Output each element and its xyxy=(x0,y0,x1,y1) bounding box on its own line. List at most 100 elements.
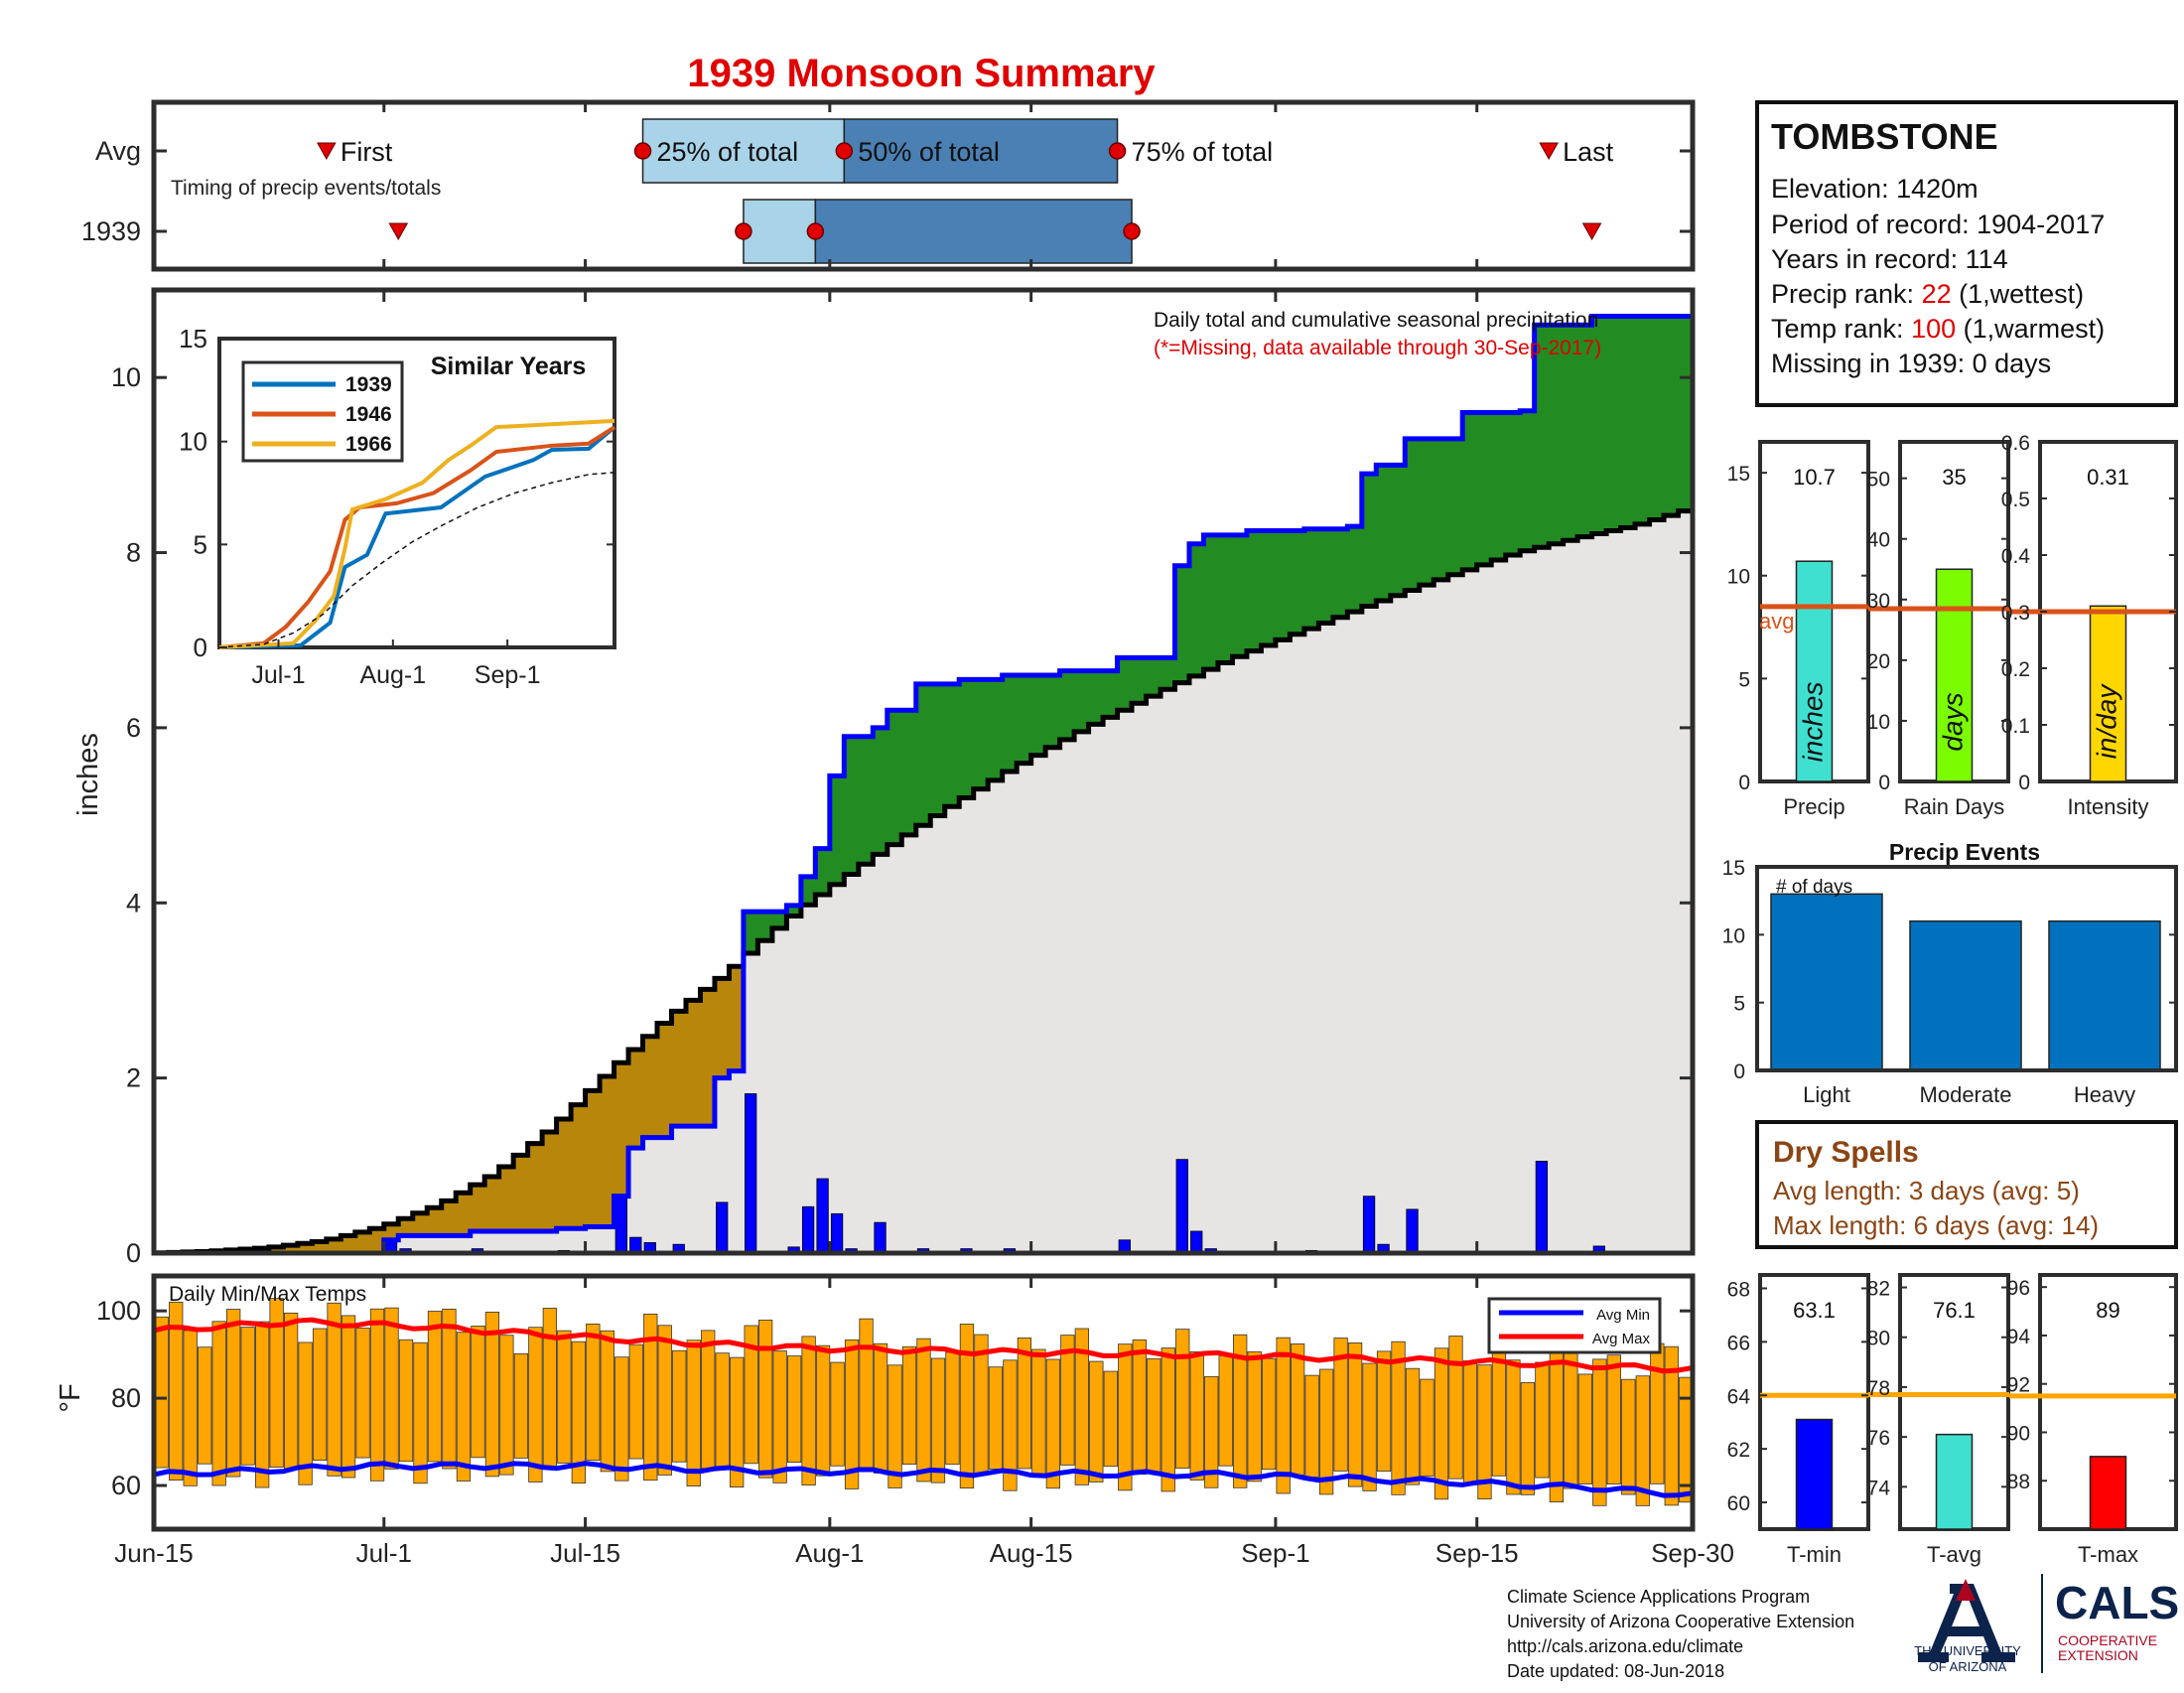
y-tick-label: 0 xyxy=(126,1238,141,1268)
temps-y-tick-label: 60 xyxy=(111,1471,141,1500)
daily-temp-bar xyxy=(1248,1351,1261,1481)
daily-temp-bar xyxy=(1090,1361,1103,1481)
above-average-area xyxy=(1261,531,1276,646)
timing-75-label: 75% of total xyxy=(1132,137,1274,167)
event-category-label: Light xyxy=(1803,1082,1850,1107)
precip-annotation: Daily total and cumulative seasonal prec… xyxy=(1154,309,1598,332)
daily-temp-bar xyxy=(1133,1340,1146,1474)
missing-note: (*=Missing, data available through 30-Se… xyxy=(1154,337,1601,359)
ua-name-line1: THE UNIVERSITY xyxy=(1914,1643,2021,1658)
legend-label-1946: 1946 xyxy=(345,403,392,426)
daily-temp-bar xyxy=(874,1343,887,1473)
above-average-area xyxy=(1045,675,1060,748)
daily-temp-bar xyxy=(514,1353,527,1458)
temp-rank-value: 100 xyxy=(1911,314,1956,344)
legend-avg-min-label: Avg Min xyxy=(1596,1307,1650,1324)
daily-temp-bar xyxy=(1507,1360,1520,1494)
daily-temp-bar xyxy=(716,1353,729,1470)
x-tick-label: Jun-15 xyxy=(114,1538,194,1568)
dry-avg-length: Avg length: 3 days (avg: 5) xyxy=(1773,1176,2080,1205)
daily-temp-bar xyxy=(543,1309,556,1468)
daily-temp-bar xyxy=(443,1309,456,1469)
daily-precip-bar xyxy=(1536,1161,1547,1253)
stat-tick-label-rain-days: 10 xyxy=(1867,711,1890,734)
daily-temp-bar xyxy=(370,1309,383,1481)
daily-temp-bar xyxy=(485,1312,498,1476)
event-category-label: Heavy xyxy=(2074,1082,2135,1107)
below-average-area xyxy=(715,978,730,1077)
daily-temp-bar xyxy=(1018,1338,1030,1469)
daily-temp-bar xyxy=(629,1344,642,1459)
timing-box-25-50 xyxy=(744,200,815,263)
daily-temp-bar xyxy=(284,1313,297,1470)
daily-temp-bar xyxy=(758,1320,771,1478)
daily-temp-bar xyxy=(1622,1379,1635,1494)
above-average-area xyxy=(1333,529,1348,618)
daily-temp-bar xyxy=(1651,1343,1664,1483)
above-average-area xyxy=(1420,439,1434,585)
daily-temp-bar xyxy=(457,1333,470,1481)
x-tick-label: Sep-1 xyxy=(1241,1538,1309,1568)
coop-line1: COOPERATIVE xyxy=(2058,1632,2157,1648)
stat-unit-precip: inches xyxy=(1798,682,1829,763)
above-average-area xyxy=(873,728,887,854)
above-average-area xyxy=(1433,439,1448,580)
above-average-area xyxy=(1232,535,1247,656)
above-average-area xyxy=(1606,316,1621,530)
above-average-area xyxy=(1477,412,1492,564)
daily-temp-bar xyxy=(1449,1337,1462,1480)
above-average-area xyxy=(1664,316,1679,515)
event-bar-heavy xyxy=(2049,921,2160,1070)
above-average-area xyxy=(1247,531,1262,651)
above-average-area xyxy=(859,737,874,865)
daily-temp-bar xyxy=(917,1339,930,1481)
daily-temp-bar xyxy=(1607,1355,1620,1484)
stat-tick-label-precip: 5 xyxy=(1738,668,1750,691)
daily-temp-bar xyxy=(787,1356,800,1463)
ua-name-line2: OF ARIZONA xyxy=(1929,1659,2007,1674)
daily-temp-bar xyxy=(601,1331,614,1472)
daily-temp-bar xyxy=(241,1328,254,1466)
stat-tick-label-rain-days: 0 xyxy=(1878,772,1890,794)
stat-tick-label-rain-days: 50 xyxy=(1867,469,1890,492)
daily-temp-bar xyxy=(1377,1351,1390,1472)
temps-title: Daily Min/Max Temps xyxy=(169,1283,366,1306)
y-tick-label: 4 xyxy=(126,888,141,917)
stat-tick-label-tmin: 60 xyxy=(1727,1492,1750,1515)
daily-temp-bar xyxy=(472,1326,484,1457)
precip-chart: inches Daily total and cumulative season… xyxy=(72,290,1694,1268)
footer-program: Climate Science Applications Program xyxy=(1507,1587,1810,1607)
daily-temp-bar xyxy=(1463,1361,1476,1485)
above-average-area xyxy=(930,684,945,816)
daily-temp-bar xyxy=(989,1367,1002,1470)
cals-logo-text: CALS xyxy=(2055,1577,2179,1628)
below-average-area xyxy=(671,1011,686,1126)
inset-y-tick-label: 15 xyxy=(179,324,207,353)
inset-title: Similar Years xyxy=(431,353,587,380)
event-y-tick-label: 5 xyxy=(1733,993,1745,1016)
stat-label-rain-days: Rain Days xyxy=(1904,794,2004,819)
timing-pct-marker xyxy=(635,143,651,159)
timing-box-50-75 xyxy=(815,200,1132,263)
event-bar-light xyxy=(1771,894,1882,1070)
above-average-area xyxy=(1318,529,1333,624)
stat-tick-label-intensity: 0.6 xyxy=(2001,432,2030,455)
daily-temp-bar xyxy=(328,1303,341,1476)
daily-temp-bar xyxy=(341,1316,354,1478)
coop-line2: EXTENSION xyxy=(2058,1647,2138,1663)
above-average-area xyxy=(887,710,902,844)
below-average-area xyxy=(657,1024,672,1138)
daily-temp-bar xyxy=(155,1317,168,1468)
daily-temp-bar xyxy=(1277,1338,1290,1493)
stat-value-tmin: 63.1 xyxy=(1793,1298,1836,1323)
above-average-area xyxy=(945,684,960,806)
stat-tick-label-intensity: 0.4 xyxy=(2001,545,2031,568)
timing-pct-marker xyxy=(736,223,751,239)
daily-precip-bar xyxy=(1363,1197,1374,1253)
above-average-area xyxy=(1017,675,1031,764)
